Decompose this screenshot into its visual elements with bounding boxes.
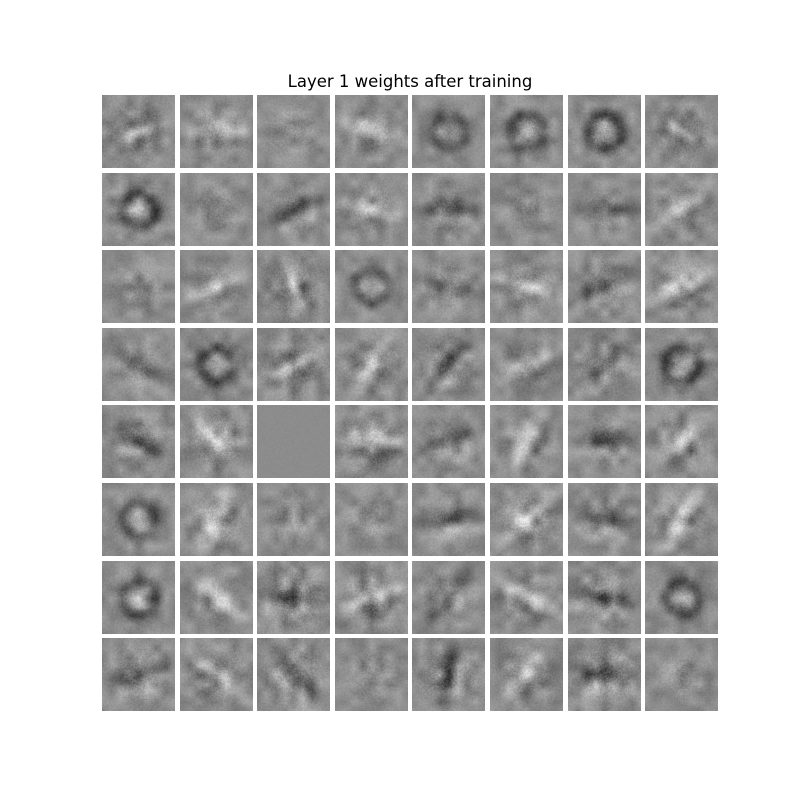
weight-tile-7-4 [335, 561, 408, 634]
weight-tile-1-4 [335, 95, 408, 168]
weight-tile-3-3 [257, 250, 330, 323]
weight-tile-4-3 [257, 328, 330, 401]
weight-tile-7-7 [568, 561, 641, 634]
weight-tile-5-4 [335, 405, 408, 478]
weight-tile-7-8 [645, 561, 718, 634]
weight-tile-6-8 [645, 483, 718, 556]
weight-tile-2-2 [180, 173, 253, 246]
weight-tile-5-5 [412, 405, 485, 478]
weight-tile-6-6 [490, 483, 563, 556]
weight-tile-6-1 [102, 483, 175, 556]
weight-tile-3-4 [335, 250, 408, 323]
weight-tile-5-8 [645, 405, 718, 478]
weight-tile-8-1 [102, 638, 175, 711]
weight-tile-8-6 [490, 638, 563, 711]
weight-tile-5-7 [568, 405, 641, 478]
weight-tile-8-5 [412, 638, 485, 711]
weight-tile-4-1 [102, 328, 175, 401]
weight-tile-6-3 [257, 483, 330, 556]
weight-tile-4-2 [180, 328, 253, 401]
weight-tile-3-1 [102, 250, 175, 323]
weight-tile-3-8 [645, 250, 718, 323]
weight-tile-8-4 [335, 638, 408, 711]
weight-tile-7-3 [257, 561, 330, 634]
weight-tile-8-2 [180, 638, 253, 711]
weight-tile-7-6 [490, 561, 563, 634]
weight-tile-8-7 [568, 638, 641, 711]
weight-tile-5-6 [490, 405, 563, 478]
weight-tile-8-3 [257, 638, 330, 711]
weight-tile-5-2 [180, 405, 253, 478]
weight-tile-3-2 [180, 250, 253, 323]
weight-tile-4-8 [645, 328, 718, 401]
figure-title: Layer 1 weights after training [287, 72, 533, 91]
weight-tile-1-7 [568, 95, 641, 168]
weight-tile-3-6 [490, 250, 563, 323]
weight-tile-4-4 [335, 328, 408, 401]
weight-tile-2-1 [102, 173, 175, 246]
weight-tile-1-3 [257, 95, 330, 168]
weight-tile-3-7 [568, 250, 641, 323]
weight-tile-1-6 [490, 95, 563, 168]
weight-tile-6-7 [568, 483, 641, 556]
weight-tile-2-4 [335, 173, 408, 246]
weight-tile-2-8 [645, 173, 718, 246]
weight-tile-5-1 [102, 405, 175, 478]
weight-tile-2-5 [412, 173, 485, 246]
weight-tile-1-2 [180, 95, 253, 168]
weight-tile-4-6 [490, 328, 563, 401]
weight-tile-1-8 [645, 95, 718, 168]
weight-tile-8-8 [645, 638, 718, 711]
weight-tile-6-4 [335, 483, 408, 556]
weight-tile-2-3 [257, 173, 330, 246]
weight-tile-1-1 [102, 95, 175, 168]
weight-tile-3-5 [412, 250, 485, 323]
weight-tile-6-5 [412, 483, 485, 556]
weight-tile-7-5 [412, 561, 485, 634]
weight-tile-2-6 [490, 173, 563, 246]
weight-tile-7-2 [180, 561, 253, 634]
weight-tile-2-7 [568, 173, 641, 246]
weight-tile-6-2 [180, 483, 253, 556]
weight-tile-1-5 [412, 95, 485, 168]
weight-tile-4-5 [412, 328, 485, 401]
weight-tile-4-7 [568, 328, 641, 401]
weight-tile-5-3 [257, 405, 330, 478]
weight-tile-7-1 [102, 561, 175, 634]
